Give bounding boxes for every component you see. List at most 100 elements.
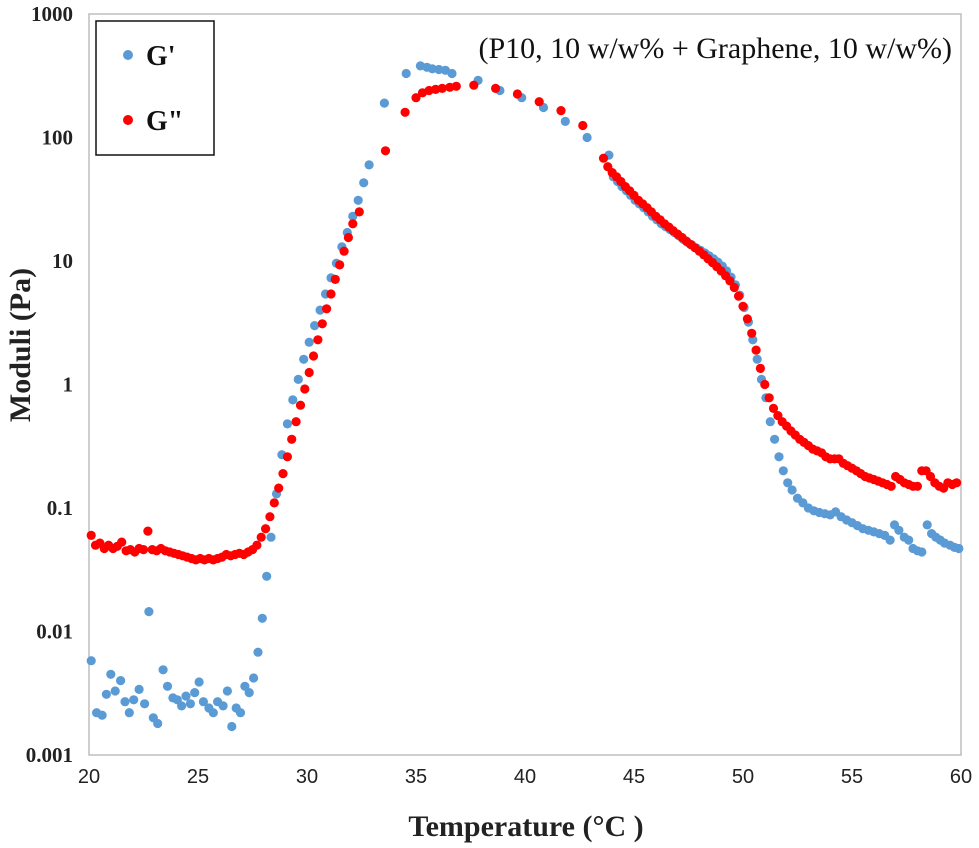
legend-label-g-prime: G' [146,41,176,72]
data-point [162,681,173,691]
x-tick-label: 25 [187,766,209,788]
y-tick-label: 0.1 [47,496,73,520]
data-point [249,673,259,683]
y-axis-title: Moduli (Pa) [4,268,37,422]
data-point [787,485,797,495]
data-point [244,688,254,698]
data-point [181,691,191,701]
data-point [738,301,748,311]
data-point [922,520,932,530]
x-tick-label: 35 [405,766,427,788]
data-point [917,547,927,557]
data-point [86,656,96,666]
data-point [140,699,150,709]
x-tick-label: 55 [841,766,863,788]
data-point [198,697,208,707]
data-point [447,68,457,79]
data-point [752,354,762,364]
data-point [278,469,288,479]
data-point [144,607,154,617]
data-point [768,403,779,413]
data-point [269,498,279,508]
data-point [261,524,271,534]
data-point [134,684,144,695]
data-point [437,83,447,93]
data-point [364,160,374,170]
data-point [291,417,301,427]
data-point [124,708,134,718]
data-point [317,319,327,329]
data-point [598,153,609,163]
data-point [725,276,735,286]
y-tick-label: 10 [52,249,73,273]
data-point [190,688,200,698]
series-g-double-prime [86,80,962,565]
data-point [120,697,130,707]
data-point [310,321,320,331]
data-point [262,571,272,581]
legend-label-g-double-prime: G" [146,106,183,137]
data-point [185,699,195,709]
data-point [282,452,292,462]
data-point [253,647,263,657]
data-point [86,530,96,541]
data-point [379,98,389,108]
data-point [952,478,962,488]
data-point [904,535,914,545]
data-point [235,708,246,718]
data-point [265,512,275,522]
data-point [353,195,363,205]
chart-annotation: (P10, 10 w/w% + Graphene, 10 w/w%) [479,32,953,65]
data-point [330,274,340,284]
data-point [266,532,276,542]
data-point [764,393,774,403]
data-point [894,525,904,535]
data-point [359,178,369,188]
data-point [293,374,303,384]
data-point [274,483,284,493]
data-point [401,68,411,79]
data-point [295,400,306,410]
data-point [411,93,421,103]
y-tick-label: 0.01 [36,620,73,644]
data-point [101,689,111,699]
data-point [885,535,895,545]
data-point [153,718,163,729]
data-point [322,304,332,314]
x-axis-ticks: 20 25 30 35 40 45 50 55 60 [78,766,972,788]
x-tick-label: 60 [950,766,972,788]
data-point [299,354,309,364]
data-point [282,419,292,429]
x-axis-title: Temperature (°C ) [408,810,643,843]
data-point [578,120,588,131]
data-point [400,107,410,117]
data-point [774,452,784,462]
data-point [560,116,570,126]
data-point [222,686,232,696]
data-point [742,314,753,324]
data-point [218,701,228,711]
data-point [747,328,757,338]
data-point [491,83,501,93]
data-point [954,543,964,554]
data-point [300,384,310,394]
data-point [256,532,266,542]
data-point [348,219,358,229]
series-layer [86,61,964,732]
data-point [308,351,319,361]
data-point [765,417,775,427]
data-point [912,481,923,491]
data-point [778,466,788,476]
legend-marker-g-double-prime [123,115,133,125]
data-point [194,677,204,687]
data-point [252,540,262,550]
data-point [783,478,793,488]
legend: G' G" [95,20,215,156]
data-point [339,246,349,256]
x-tick-label: 45 [623,766,645,788]
x-tick-label: 20 [78,766,100,788]
data-point [469,80,479,90]
data-point [143,526,153,536]
legend-marker-g-prime [123,50,133,60]
